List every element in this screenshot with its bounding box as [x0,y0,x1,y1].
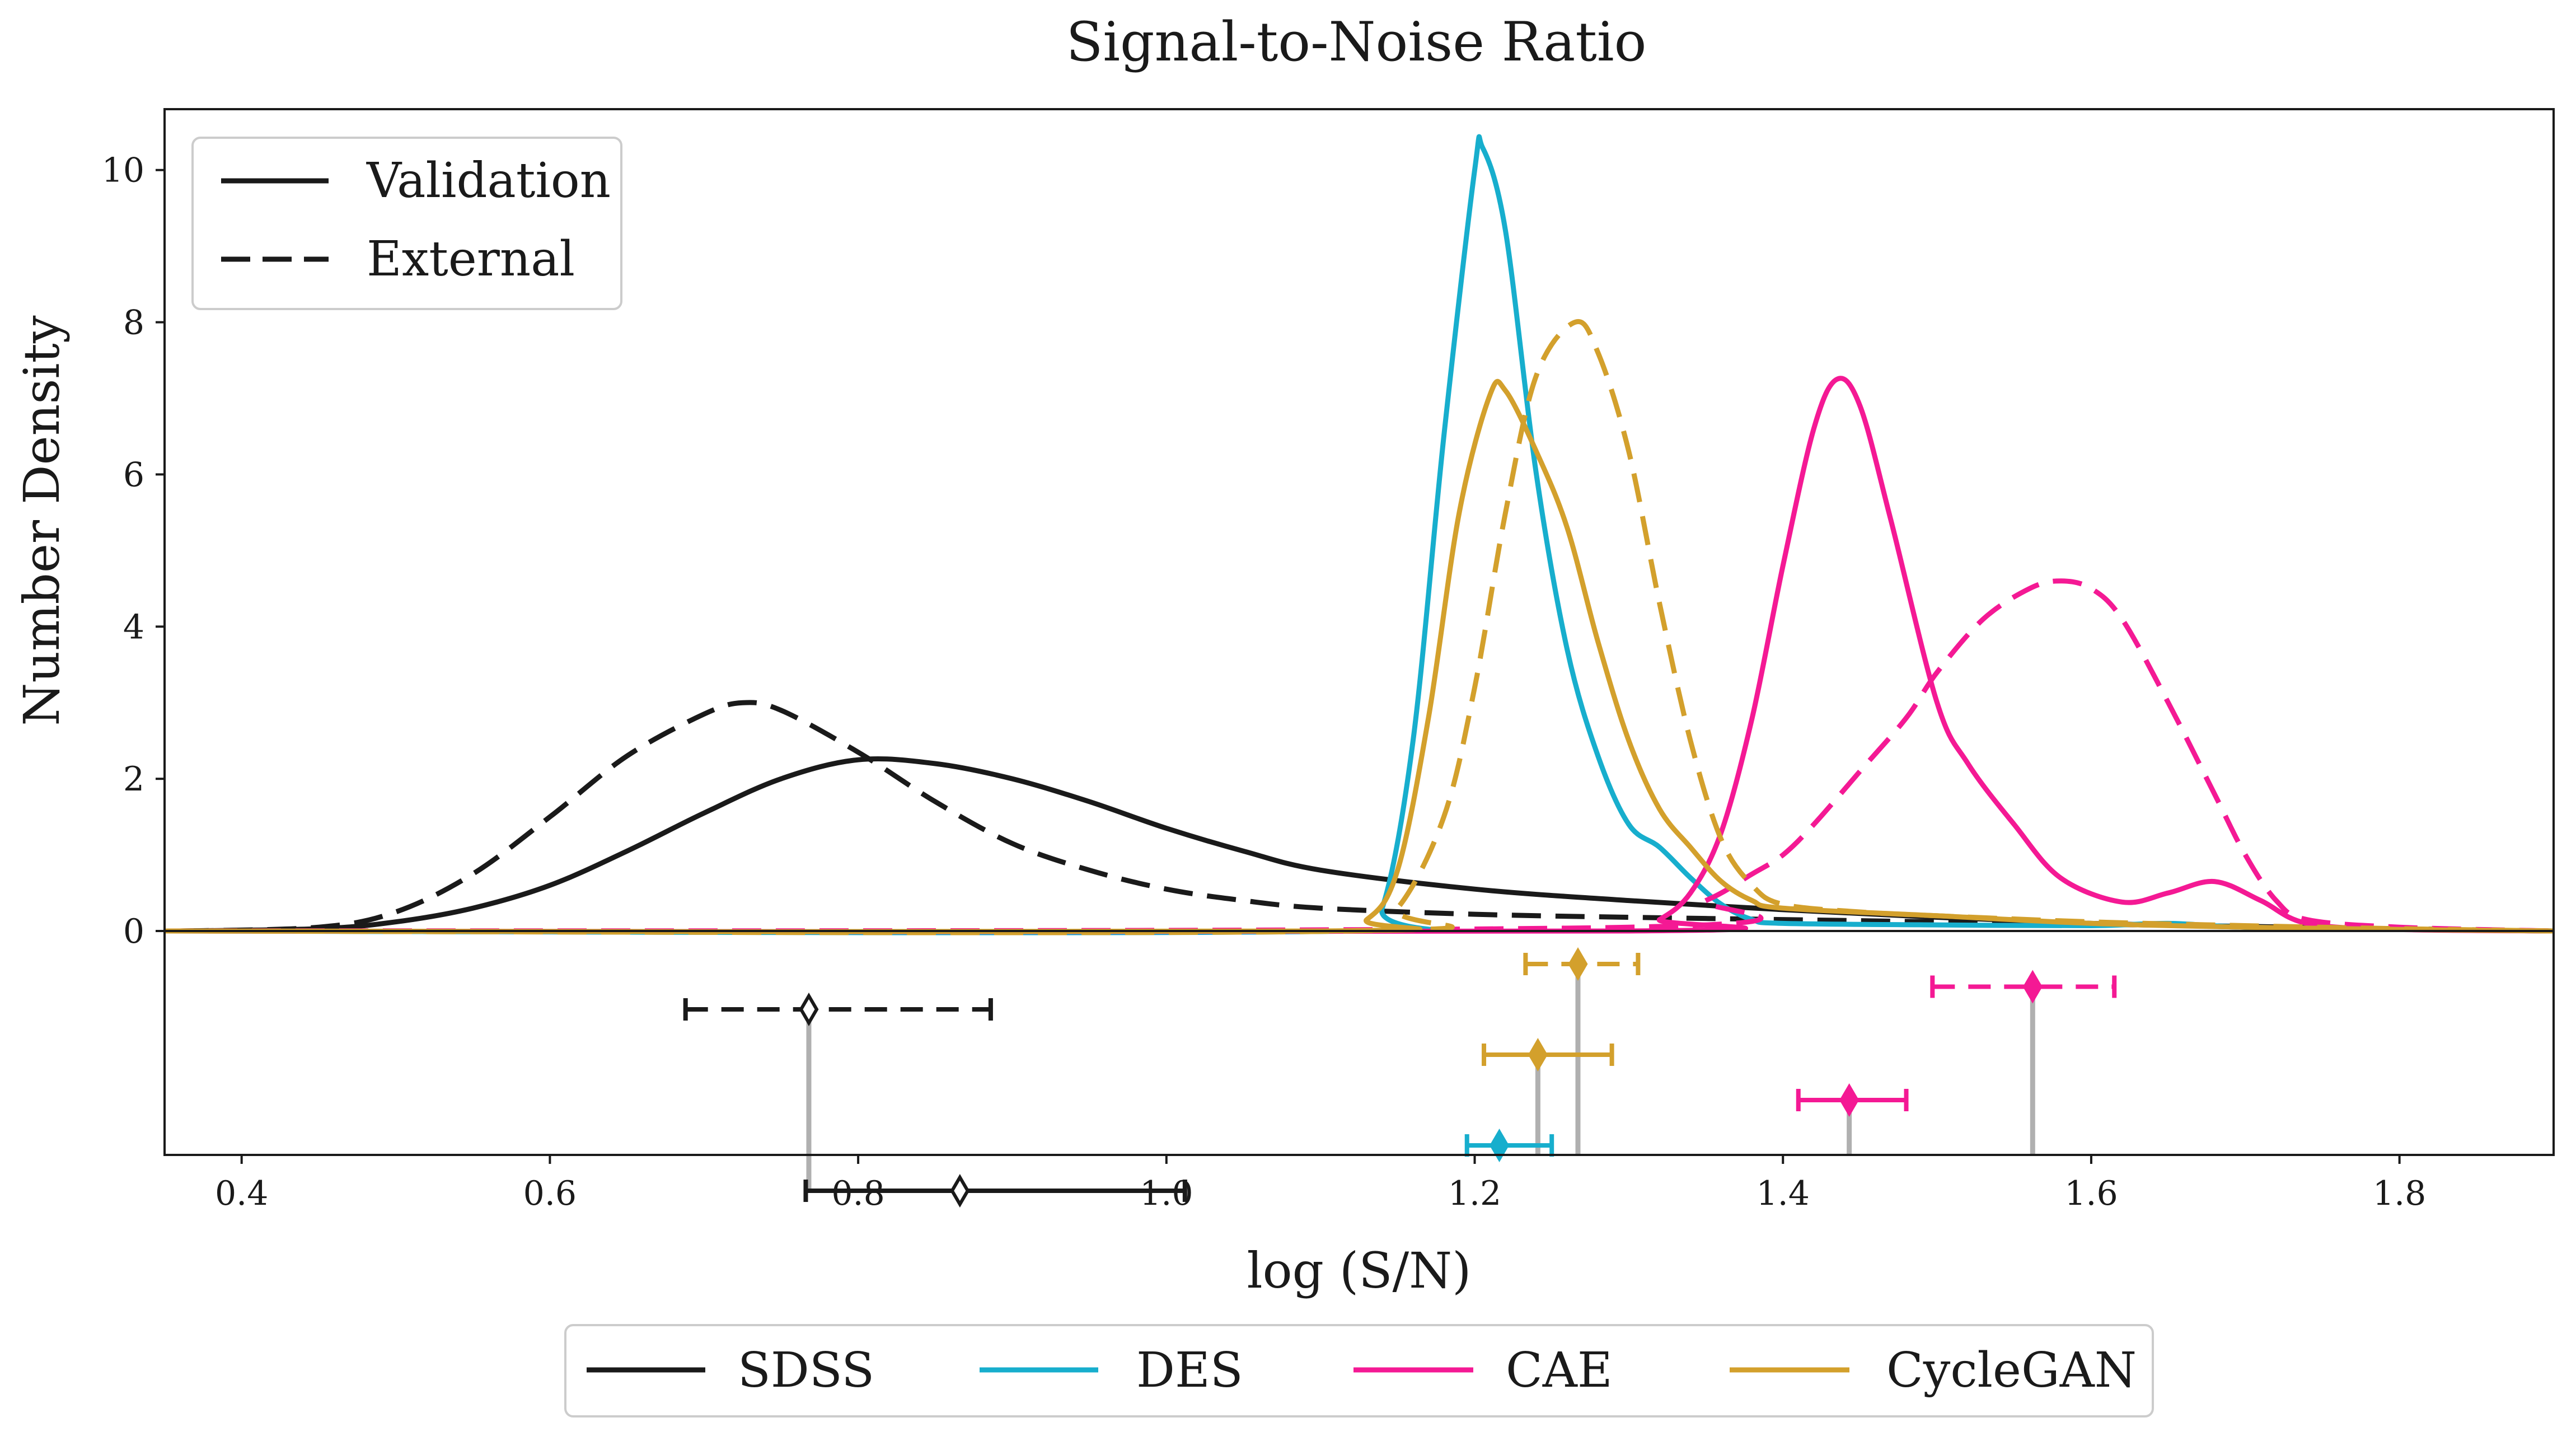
legend-cyclegan-label: CycleGAN [1886,1342,2137,1398]
plot-frame [163,108,2555,1156]
line-style-legend: Validation External [191,137,622,310]
marker-des-validation [1490,1129,1510,1162]
marker-cae-external [2022,970,2043,1004]
marker-cae-validation [1839,1083,1860,1117]
x-tick-label: 1.0 [1140,1174,1193,1213]
legend-sdss-label: SDSS [738,1342,874,1398]
x-axis-ticks: 0.4 0.6 0.8 1.0 1.2 1.4 1.6 1.8 [215,1155,2426,1213]
legend-des-label: DES [1136,1342,1243,1398]
marker-sdss-validation [950,1174,970,1208]
y-axis-ticks: 0 2 4 6 8 10 [102,151,165,951]
x-axis-label: log (S/N) [1247,1242,1471,1299]
x-tick-label: 0.6 [523,1174,577,1213]
legend-external-label: External [367,231,575,287]
y-tick-label: 4 [123,607,144,647]
x-tick-label: 0.8 [831,1174,884,1213]
marker-sdss-external [799,993,819,1026]
x-tick-label: 1.2 [1448,1174,1501,1213]
y-tick-label: 8 [123,303,144,343]
y-axis-label: Number Density [13,315,71,726]
y-tick-label: 10 [102,151,144,190]
marker-cyclegan-validation [1528,1038,1548,1072]
y-tick-label: 2 [123,760,144,799]
curve-cyclegan-validation [164,378,2554,935]
x-tick-label: 1.6 [2064,1174,2118,1213]
summary-markers [683,947,2117,1208]
y-tick-label: 0 [123,912,144,951]
y-tick-label: 6 [123,455,144,494]
legend-validation-label: Validation [366,153,611,209]
x-tick-label: 0.4 [215,1174,268,1213]
dataset-legend: SDSS DES CAE CycleGAN [564,1324,2154,1417]
chart-title: Signal-to-Noise Ratio [1066,11,1647,73]
curve-sdss-external [180,700,2554,934]
curve-sdss-validation [180,756,2554,934]
legend-cae-label: CAE [1506,1342,1613,1398]
x-tick-label: 1.4 [1757,1174,1810,1213]
x-tick-label: 1.8 [2373,1174,2426,1213]
density-curves [164,134,2554,935]
marker-cyclegan-external [1568,947,1588,981]
curve-cae-external [164,578,2554,934]
curve-cyclegan-external [164,319,2554,935]
curve-cae-validation [164,376,2554,935]
